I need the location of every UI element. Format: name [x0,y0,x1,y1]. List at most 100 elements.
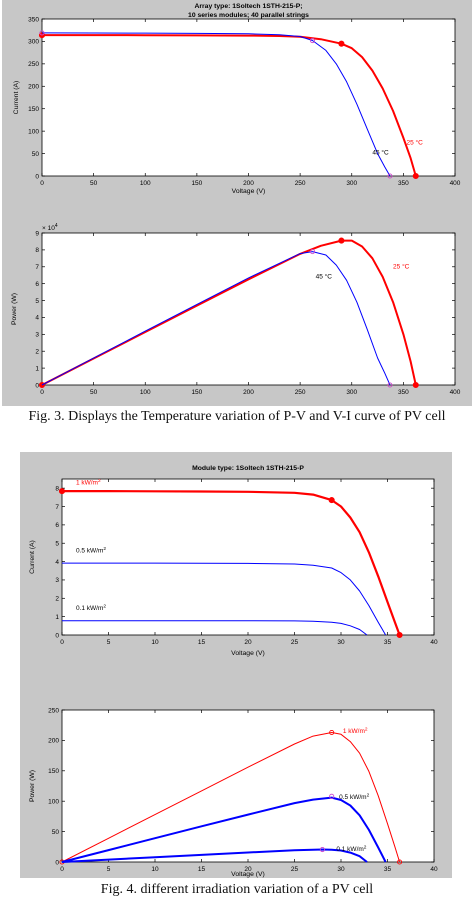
data-point [309,37,316,44]
series-line [61,848,368,863]
data-point [387,173,393,179]
x-tick-label: 350 [398,389,409,396]
y-tick-label: 1 [35,365,39,372]
y-tick-label: 1 [55,614,59,621]
y-axis-label: Current (A) [29,540,36,574]
x-tick-label: 350 [398,180,409,187]
y-tick-label: 150 [48,768,59,775]
y-tick-label: 3 [55,577,59,584]
x-tick-label: 250 [295,180,306,187]
data-point [338,237,345,244]
data-point [397,859,403,865]
y-tick-label: 7 [35,264,39,271]
series-line [41,251,391,386]
data-point [319,846,325,853]
y-tick-label: 100 [48,799,59,806]
data-point [58,488,66,495]
x-tick-label: 35 [384,639,392,646]
annotation-label: 25 °C [393,262,410,270]
plot-area [41,18,456,177]
x-axis-label: Voltage (V) [232,188,266,195]
y-tick-label: 0 [55,859,59,866]
y-tick-label: 6 [55,522,59,529]
y-tick-label: 300 [28,39,39,46]
x-tick-label: 100 [140,389,151,396]
x-tick-label: 50 [90,180,98,187]
fig4-pv-chart: 0 5 10 15 20 25 30 35 40 0 50 100 150 200 250 Voltage (… [29,707,438,878]
x-tick-label: 300 [346,180,357,187]
x-axis-label: Voltage (V) [231,650,265,657]
series-line [61,732,401,863]
x-tick-label: 40 [430,639,438,646]
chart-title: 10 series modules; 40 parallel strings [188,12,309,19]
x-tick-label: 15 [198,639,206,646]
y-tick-label: 50 [32,151,40,158]
annotation-label: 45 °C [316,273,333,281]
x-tick-label: 30 [337,639,345,646]
y-tick-label: 200 [48,738,59,745]
series-line [61,796,387,863]
y-tick-label: 150 [28,106,39,113]
annotation-label: 1 kW/m2 [343,727,368,736]
x-tick-label: 250 [295,389,306,396]
x-tick-label: 400 [450,180,461,187]
x-tick-label: 30 [337,866,345,873]
y-tick-label: 0 [35,382,39,389]
x-tick-label: 5 [107,639,111,646]
x-tick-label: 300 [346,389,357,396]
annotation-label: 0.1 kW/m2 [336,845,366,854]
y-axis-label: Power (W) [11,293,18,325]
y-tick-label: 0 [55,632,59,639]
x-tick-label: 20 [244,639,252,646]
chart-title: Array type: 1Soltech 1STH-215-P; [194,3,302,10]
annotation-label: 0.1 kW/m2 [76,604,106,613]
x-tick-label: 400 [450,389,461,396]
y-tick-label: 8 [55,485,59,492]
x-tick-label: 150 [191,389,202,396]
annotation-label: 25 °C [406,139,423,147]
fig4-panel: 0 5 10 15 20 25 30 35 40 0 1 2 3 4 5 6 7 8 Module type: 1S… [20,452,452,878]
fig3-panel: 0 50 100 150 200 250 300 350 400 0 50 100 150 200 250 3… [2,0,472,406]
data-point [412,172,419,180]
y-tick-label: 0 [35,173,39,180]
x-tick-label: 25 [291,639,299,646]
y-tick-label: 2 [55,596,59,603]
y-tick-label: 50 [52,829,60,836]
x-tick-label: 150 [191,180,202,187]
data-point [412,381,419,389]
x-tick-label: 35 [384,866,392,873]
annotation-label: 45 °C [372,148,389,156]
series-line [41,239,417,386]
y-tick-label: 7 [55,504,59,511]
data-point [329,729,335,736]
y-tick-label: 6 [35,281,39,288]
chart-title: Module type: 1Soltech 1STH-215-P [192,465,304,472]
x-tick-label: 50 [90,389,98,396]
x-tick-label: 10 [151,639,159,646]
y-tick-label: 100 [28,128,39,135]
annotation-label: 0.5 kW/m2 [76,546,106,555]
x-tick-label: 20 [244,866,252,873]
x-tick-label: 15 [198,866,206,873]
annotation-label: 1 kW/m2 [76,478,101,487]
annotation-label: 0.5 kW/m2 [339,792,369,801]
y-tick-label: 350 [28,16,39,23]
y-axis-label: Power (W) [29,770,36,802]
y-tick-label: 4 [35,315,39,322]
series-line [62,620,368,636]
x-tick-label: 10 [151,866,159,873]
series-line [62,562,387,636]
y-exponent-label: × 104 [42,223,58,232]
y-tick-label: 3 [35,332,39,339]
data-point [329,793,335,799]
fig4-caption: Fig. 4. different irradiation variation … [100,882,374,897]
y-tick-label: 250 [48,707,59,714]
y-tick-label: 5 [55,541,59,548]
y-tick-label: 5 [35,298,39,305]
data-point [396,631,403,639]
data-point [328,497,335,504]
x-axis-label: Voltage (V) [231,871,265,878]
y-axis-label: Current (A) [13,81,20,115]
x-tick-label: 200 [243,180,254,187]
plot-area [61,709,435,863]
